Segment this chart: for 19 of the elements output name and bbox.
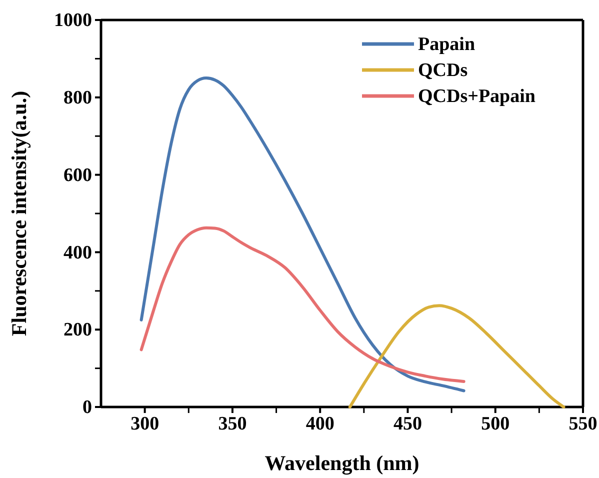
y-tick-label: 0 bbox=[82, 397, 92, 418]
y-tick-label: 800 bbox=[64, 87, 92, 108]
x-tick-label: 400 bbox=[306, 413, 334, 434]
line-series bbox=[140, 226, 466, 383]
y-tick-label: 600 bbox=[64, 164, 92, 186]
x-tick-label: 350 bbox=[218, 413, 247, 434]
line-series bbox=[348, 304, 566, 408]
legend-label: Papain bbox=[418, 34, 476, 55]
x-tick-label: 450 bbox=[393, 413, 422, 434]
y-tick-label: 200 bbox=[64, 320, 92, 341]
y-tick-label: 1000 bbox=[54, 10, 92, 32]
x-tick-label: 550 bbox=[568, 413, 598, 434]
legend-label: QCDs bbox=[418, 60, 468, 81]
x-tick-label: 300 bbox=[130, 413, 160, 434]
y-axis-title: Fluorescence intensity(a.u.) bbox=[7, 90, 31, 336]
x-axis-title: Wavelength (nm) bbox=[264, 451, 420, 475]
x-tick-label: 500 bbox=[481, 413, 510, 434]
legend-label: QCDs+Papain bbox=[418, 86, 536, 107]
y-tick-label: 400 bbox=[64, 242, 92, 264]
